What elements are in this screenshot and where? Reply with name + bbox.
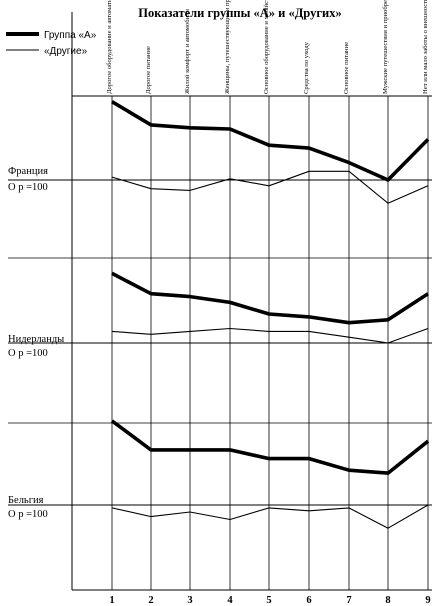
series-line-others — [111, 170, 429, 204]
panel-index-label: О р =100 — [8, 509, 48, 520]
category-label-1: Дорогое оборудование и автоматизированно… — [106, 0, 113, 94]
category-label-8: Мужские путешествия и приобретения — [382, 0, 389, 94]
x-tick-5: 5 — [266, 595, 271, 606]
panel-index-label: О р =100 — [8, 348, 48, 359]
x-tick-8: 8 — [385, 595, 390, 606]
x-tick-3: 3 — [187, 595, 192, 606]
panel-2: Нидерланды О р =100 — [8, 257, 432, 359]
category-label-9: Нет или мало заботы о внешности — [422, 0, 429, 94]
series-line-others — [111, 327, 429, 344]
legend-label-group-a: Группа «А» — [44, 30, 97, 41]
x-tick-2: 2 — [148, 595, 153, 606]
x-tick-6: 6 — [306, 595, 311, 606]
axes — [71, 12, 432, 591]
panel-3: Бельгия О р =100 — [8, 419, 432, 529]
category-label-3: Жилой комфорт и автомобили — [184, 9, 191, 94]
panel-index-label: О р =100 — [8, 182, 48, 193]
series-line-group-a — [111, 100, 430, 182]
legend-label-others: «Другие» — [44, 46, 88, 57]
category-label-4: Женщины, путешествующие и приобретающие — [224, 0, 231, 94]
series-line-others — [111, 504, 429, 529]
category-label-7: Основное питание — [343, 42, 350, 94]
series-line-group-a — [110, 419, 430, 475]
panel-country-label: Нидерланды — [8, 334, 64, 345]
chart-title: Показатели группы «А» и «Других» — [138, 6, 341, 20]
x-tick-1: 1 — [109, 595, 114, 606]
series-line-group-a — [111, 271, 429, 325]
legend: Группа «А» «Другие» — [6, 30, 97, 57]
panel-country-label: Бельгия — [8, 495, 44, 506]
category-label-5: Основное оборудование и хозяйство — [263, 0, 270, 94]
x-tick-4: 4 — [227, 595, 233, 606]
x-tick-7: 7 — [346, 595, 351, 606]
x-tick-labels: 1 2 3 4 5 6 7 8 9 — [109, 595, 430, 606]
category-label-2: Дорогое питание — [145, 46, 152, 94]
category-labels: Дорогое оборудование и автоматизированно… — [106, 0, 429, 94]
panel-1: Франция О р =100 — [8, 100, 432, 204]
category-label-6: Средства по уходу — [303, 41, 310, 94]
panel-country-label: Франция — [8, 166, 48, 177]
x-tick-9: 9 — [425, 595, 430, 606]
